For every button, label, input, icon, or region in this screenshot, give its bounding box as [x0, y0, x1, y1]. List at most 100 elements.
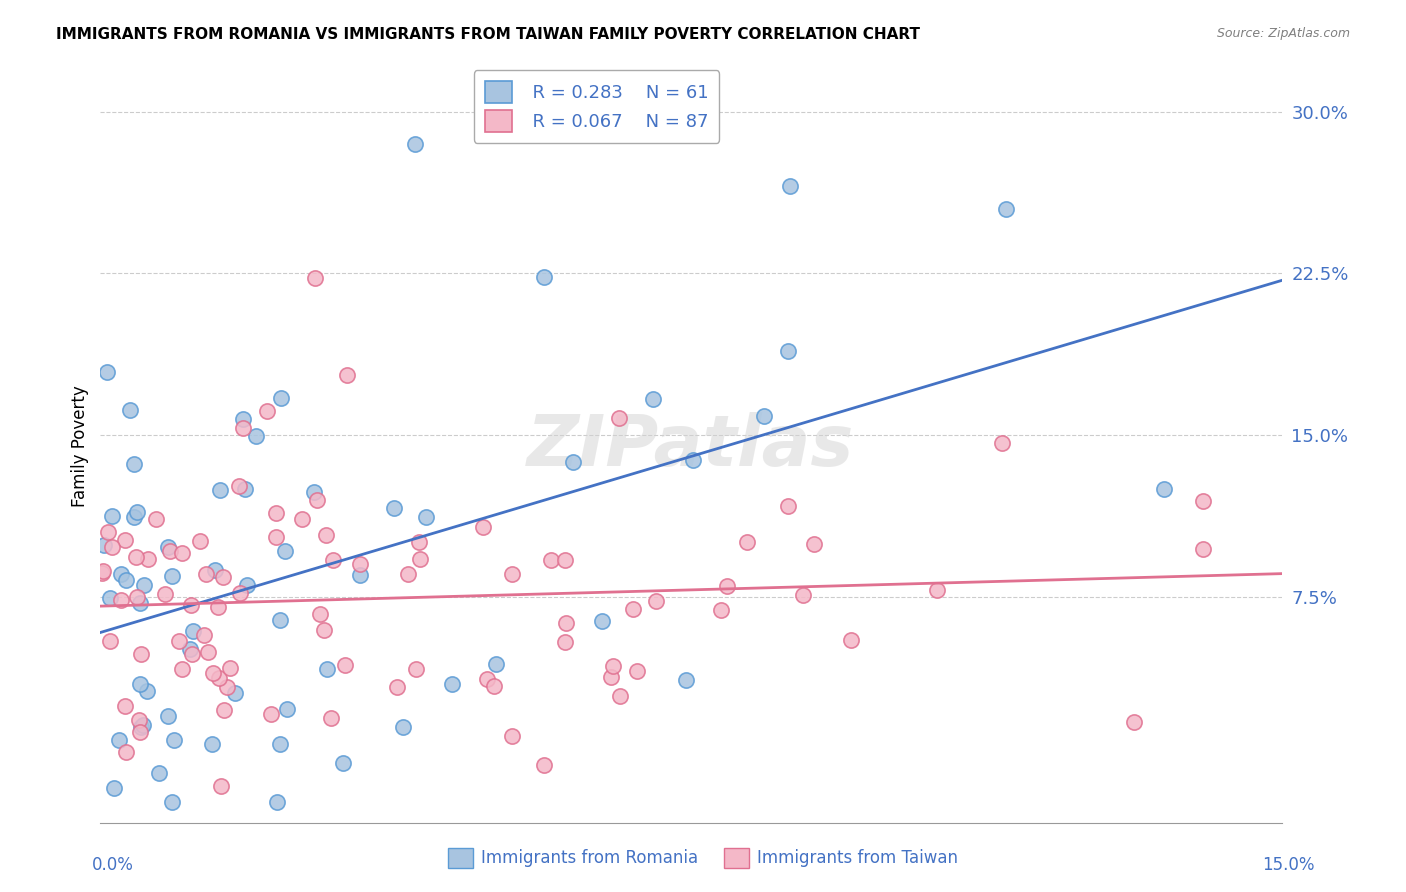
Point	[145, 512, 167, 526]
Point	[385, 681, 408, 695]
Point	[118, 403, 141, 417]
Point	[533, 269, 555, 284]
Point	[710, 603, 733, 617]
Point	[392, 720, 415, 734]
Point	[159, 544, 181, 558]
Point	[91, 564, 114, 578]
Point	[273, 544, 295, 558]
Point	[125, 550, 148, 565]
Point	[101, 540, 124, 554]
Point	[1192, 494, 1215, 508]
Point	[554, 552, 576, 566]
Point	[101, 508, 124, 523]
Point	[236, 578, 259, 592]
Point	[779, 178, 801, 193]
Point	[991, 435, 1014, 450]
Point	[107, 733, 129, 747]
Point	[110, 566, 132, 581]
Point	[169, 634, 191, 648]
Point	[122, 457, 145, 471]
Point	[134, 578, 156, 592]
Point	[233, 482, 256, 496]
Point	[533, 758, 555, 772]
Text: 15.0%: 15.0%	[1263, 856, 1315, 874]
Point	[607, 411, 630, 425]
Point	[229, 585, 252, 599]
Point	[415, 509, 437, 524]
Point	[115, 573, 138, 587]
Point	[110, 593, 132, 607]
Point	[264, 530, 287, 544]
Point	[215, 681, 238, 695]
Point	[404, 136, 426, 151]
Point	[408, 534, 430, 549]
Point	[319, 711, 342, 725]
Point	[97, 524, 120, 539]
Point	[157, 708, 180, 723]
Point	[776, 499, 799, 513]
Point	[209, 779, 232, 793]
Point	[609, 689, 631, 703]
Point	[228, 479, 250, 493]
Point	[125, 591, 148, 605]
Point	[554, 635, 576, 649]
Point	[201, 737, 224, 751]
Point	[208, 671, 231, 685]
Point	[224, 685, 246, 699]
Point	[540, 553, 562, 567]
Point	[621, 601, 644, 615]
Point	[752, 409, 775, 423]
Point	[160, 569, 183, 583]
Point	[602, 658, 624, 673]
Point	[475, 672, 498, 686]
Point	[129, 647, 152, 661]
Point	[315, 527, 337, 541]
Legend: Immigrants from Romania, Immigrants from Taiwan: Immigrants from Romania, Immigrants from…	[441, 841, 965, 875]
Point	[269, 613, 291, 627]
Point	[202, 665, 225, 680]
Point	[332, 756, 354, 770]
Text: 0.0%: 0.0%	[91, 856, 134, 874]
Point	[716, 578, 738, 592]
Point	[114, 698, 136, 713]
Point	[194, 566, 217, 581]
Point	[1192, 541, 1215, 556]
Point	[163, 733, 186, 747]
Point	[1123, 715, 1146, 730]
Point	[180, 647, 202, 661]
Point	[179, 642, 201, 657]
Point	[501, 567, 523, 582]
Point	[232, 421, 254, 435]
Point	[128, 596, 150, 610]
Text: ZIPatlas: ZIPatlas	[527, 411, 855, 481]
Point	[256, 404, 278, 418]
Point	[96, 365, 118, 379]
Point	[193, 627, 215, 641]
Point	[641, 392, 664, 406]
Point	[98, 591, 121, 605]
Point	[188, 533, 211, 548]
Point	[114, 745, 136, 759]
Text: Source: ZipAtlas.com: Source: ZipAtlas.com	[1216, 27, 1350, 40]
Point	[309, 607, 332, 622]
Point	[482, 679, 505, 693]
Point	[316, 662, 339, 676]
Point	[170, 662, 193, 676]
Point	[197, 645, 219, 659]
Point	[266, 795, 288, 809]
Point	[157, 540, 180, 554]
Point	[591, 614, 613, 628]
Point	[675, 673, 697, 687]
Point	[305, 493, 328, 508]
Point	[778, 344, 800, 359]
Point	[803, 537, 825, 551]
Point	[129, 720, 152, 734]
Point	[132, 718, 155, 732]
Point	[333, 657, 356, 672]
Point	[562, 455, 585, 469]
Point	[291, 512, 314, 526]
Point	[304, 270, 326, 285]
Point	[925, 583, 948, 598]
Point	[172, 546, 194, 560]
Point	[264, 506, 287, 520]
